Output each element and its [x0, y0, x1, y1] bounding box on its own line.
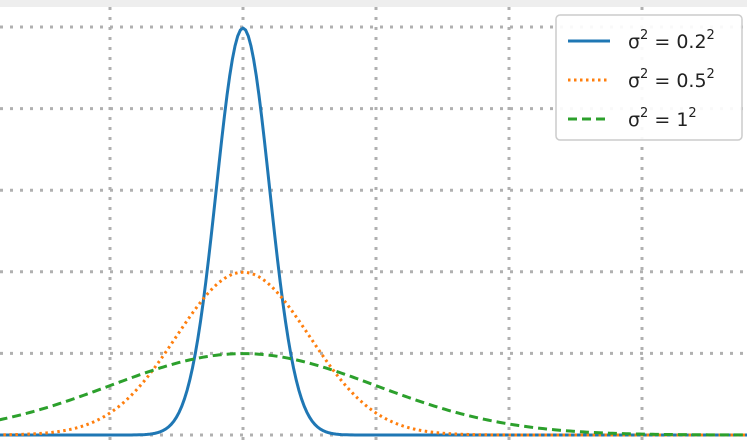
- legend: σ2 = 0.22 σ2 = 0.52 σ2 = 12: [555, 14, 743, 141]
- legend-frame: [555, 14, 743, 141]
- series-line-3: [0, 352, 747, 437]
- legend-label-1: σ2 = 0.22: [628, 28, 715, 53]
- top-edge-strip: [0, 0, 747, 7]
- legend-label-3: σ2 = 12: [628, 106, 697, 131]
- series-lines: [0, 26, 747, 437]
- legend-label-2: σ2 = 0.52: [628, 67, 715, 92]
